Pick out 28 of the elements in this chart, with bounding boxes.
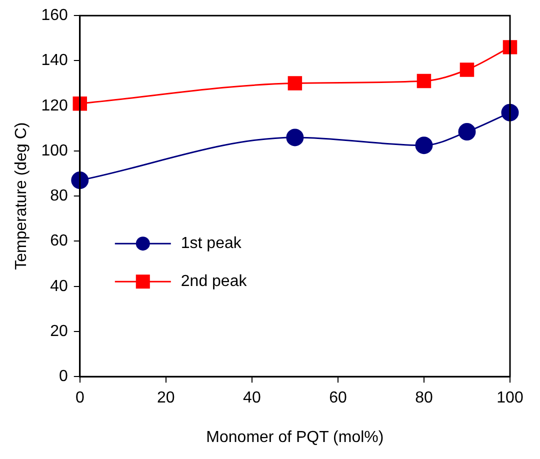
point	[502, 40, 518, 54]
y-tick-label: 80	[50, 188, 68, 205]
y-tick-label: 20	[50, 322, 68, 340]
x-tick-label: 40	[243, 390, 261, 407]
point	[288, 76, 302, 90]
y-tick-label: 160	[41, 7, 68, 24]
point	[416, 74, 432, 88]
x-tick-label: 0	[75, 390, 84, 407]
y-tick-label: 60	[50, 232, 68, 250]
y-tick-label: 140	[41, 52, 68, 70]
y-tick-label: 120	[41, 97, 68, 114]
y-axis-title: Temperature (deg C)	[13, 122, 30, 270]
point	[460, 62, 474, 77]
point	[286, 128, 304, 146]
x-axis-title: Monomer of PQT (mol%)	[206, 428, 384, 446]
point	[72, 96, 88, 111]
y-tick-label: 0	[58, 368, 68, 386]
x-tick-label: 100	[496, 390, 524, 407]
x-tick-label: 80	[415, 390, 433, 407]
point	[71, 172, 89, 190]
x-tick-label: 60	[329, 390, 347, 407]
point	[415, 136, 433, 154]
point	[458, 123, 476, 141]
legend-label: 1st peak	[180, 235, 242, 252]
legend-label: 2nd peak	[180, 273, 248, 290]
y-tick-label: 100	[41, 142, 68, 160]
x-tick-label: 20	[157, 390, 175, 407]
y-tick-label: 40	[50, 278, 68, 295]
